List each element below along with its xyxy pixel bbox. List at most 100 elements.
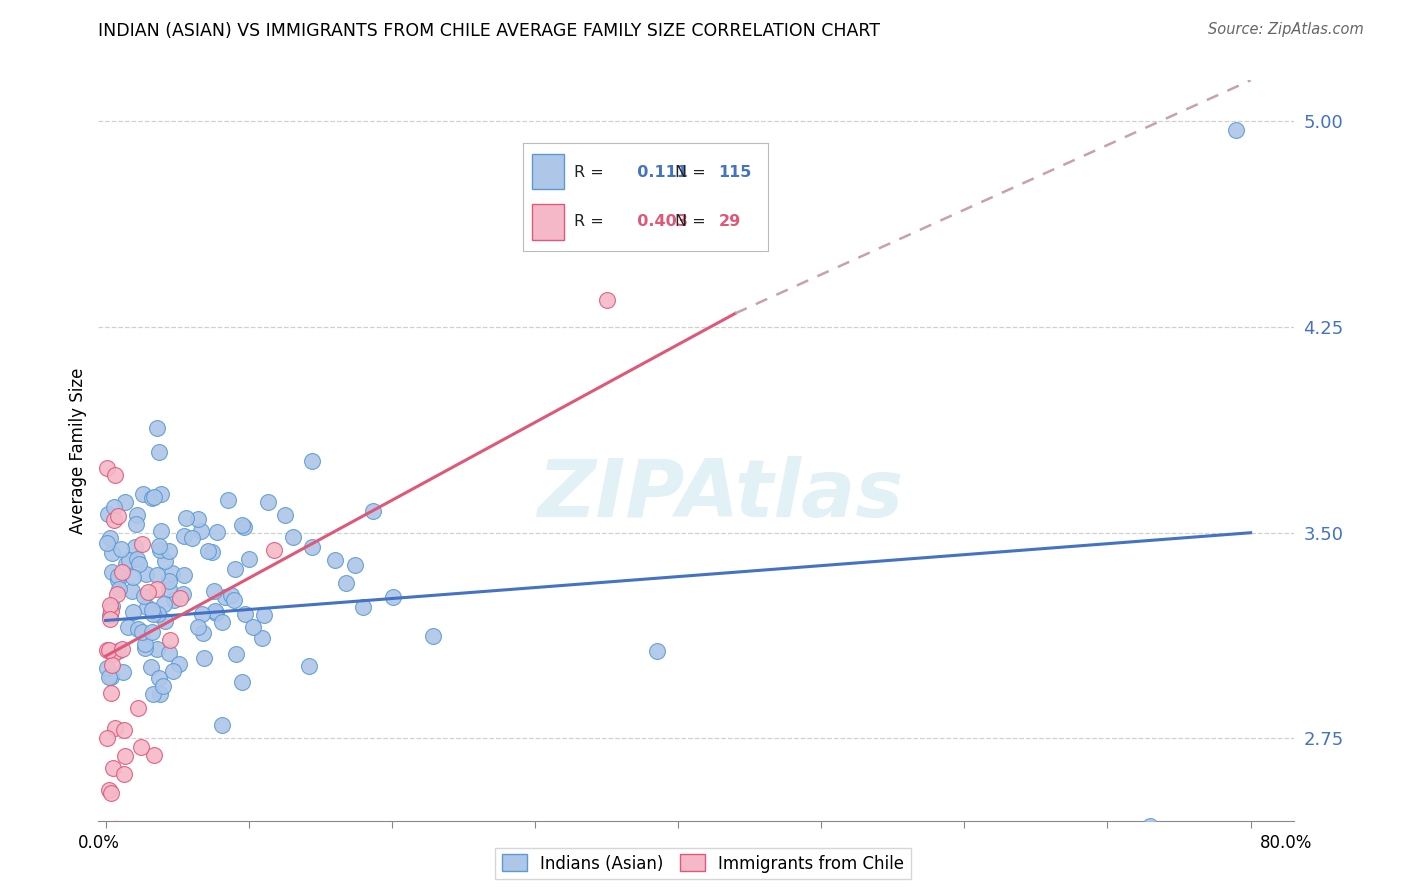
Point	[263, 543, 285, 558]
Point	[114, 495, 136, 509]
Point	[127, 508, 149, 523]
Point	[100, 786, 122, 800]
Point	[142, 490, 165, 504]
Point	[96, 643, 118, 657]
Point	[104, 721, 127, 735]
Point	[187, 511, 209, 525]
Point	[193, 625, 215, 640]
Point	[145, 568, 167, 582]
Point	[97, 507, 120, 521]
Point	[173, 567, 195, 582]
Point	[181, 531, 204, 545]
Point	[135, 566, 157, 581]
Point	[108, 582, 131, 596]
Point	[253, 608, 276, 623]
Point	[205, 606, 228, 620]
Point	[211, 717, 233, 731]
Point	[157, 646, 180, 660]
Point	[250, 631, 273, 645]
Point	[225, 647, 247, 661]
Text: N =: N =	[675, 214, 706, 229]
Point	[96, 461, 118, 475]
Point	[211, 615, 233, 629]
Point	[98, 612, 121, 626]
Point	[157, 582, 180, 596]
Point	[117, 620, 139, 634]
Text: Source: ZipAtlas.com: Source: ZipAtlas.com	[1208, 22, 1364, 37]
Point	[98, 670, 121, 684]
Point	[201, 545, 224, 559]
Point	[157, 544, 180, 558]
Point	[97, 783, 120, 797]
Point	[149, 687, 172, 701]
Point	[96, 535, 118, 549]
Point	[233, 519, 256, 533]
Point	[146, 582, 169, 596]
Point	[96, 661, 118, 675]
Point	[273, 508, 295, 523]
Point	[197, 544, 219, 558]
Point	[100, 658, 122, 673]
Point	[173, 529, 195, 543]
Point	[107, 573, 129, 587]
Point	[190, 524, 212, 538]
Point	[127, 622, 149, 636]
Point	[281, 530, 304, 544]
Point	[100, 604, 122, 618]
Point	[422, 630, 444, 644]
Point	[160, 566, 183, 580]
Point	[105, 587, 128, 601]
Point	[104, 822, 127, 836]
Point	[298, 659, 321, 673]
Point	[103, 647, 125, 661]
Point	[100, 607, 122, 622]
Point	[202, 584, 225, 599]
Point	[301, 454, 323, 468]
Text: 0.0%: 0.0%	[77, 834, 120, 852]
Point	[121, 583, 143, 598]
Point	[231, 675, 253, 690]
Point	[114, 748, 136, 763]
Point	[128, 558, 150, 572]
Text: 80.0%: 80.0%	[1260, 834, 1313, 852]
Point	[112, 723, 135, 738]
Point	[131, 625, 153, 640]
Point	[187, 619, 209, 633]
Y-axis label: Average Family Size: Average Family Size	[69, 368, 87, 533]
Point	[115, 558, 138, 572]
Point	[224, 562, 246, 576]
Point	[149, 542, 172, 557]
Point	[219, 588, 242, 602]
Point	[110, 541, 132, 556]
Point	[222, 592, 245, 607]
Point	[148, 540, 170, 554]
Text: ZIPAtlas: ZIPAtlas	[537, 456, 903, 534]
Point	[152, 597, 174, 611]
Point	[96, 731, 118, 746]
Point	[136, 585, 159, 599]
Point	[111, 565, 134, 579]
Point	[101, 761, 124, 775]
Point	[174, 511, 197, 525]
Point	[153, 614, 176, 628]
Point	[172, 586, 194, 600]
Text: INDIAN (ASIAN) VS IMMIGRANTS FROM CHILE AVERAGE FAMILY SIZE CORRELATION CHART: INDIAN (ASIAN) VS IMMIGRANTS FROM CHILE …	[98, 22, 880, 40]
Point	[159, 633, 181, 648]
Point	[101, 841, 124, 855]
Point	[103, 500, 125, 514]
Point	[103, 513, 125, 527]
Point	[207, 524, 229, 539]
Point	[127, 701, 149, 715]
Point	[361, 504, 384, 518]
Point	[142, 688, 165, 702]
Point	[112, 767, 135, 781]
Point	[1225, 122, 1247, 136]
Point	[101, 565, 124, 579]
Point	[141, 603, 163, 617]
Point	[100, 599, 122, 613]
Point	[146, 421, 169, 435]
Point	[595, 293, 617, 307]
Text: R =: R =	[574, 165, 605, 179]
Point	[107, 644, 129, 658]
Point	[131, 537, 153, 551]
